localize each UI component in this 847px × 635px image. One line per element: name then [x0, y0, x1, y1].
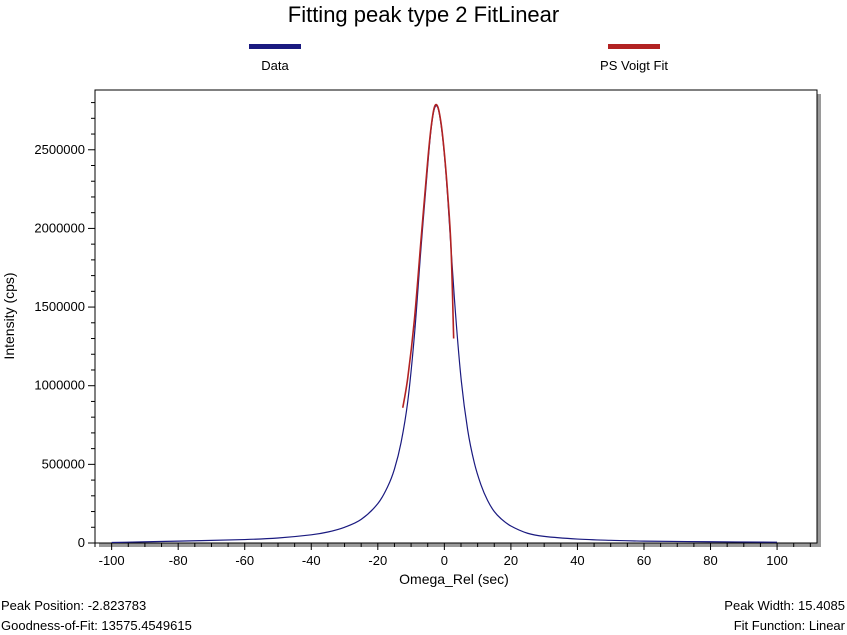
legend-label-ps-voigt-fit: PS Voigt Fit — [600, 58, 668, 73]
y-tick-label: 2000000 — [34, 220, 85, 235]
y-tick-label: 0 — [78, 535, 85, 550]
x-tick-label: 100 — [766, 553, 788, 568]
legend-item-data: Data — [195, 40, 355, 73]
x-tick-label: 20 — [504, 553, 518, 568]
fit-function-readout: Fit Function: Linear — [733, 618, 845, 633]
peak-width-readout: Peak Width: 15.4085 — [724, 598, 845, 613]
y-tick-label: 1500000 — [34, 299, 85, 314]
legend-item-ps-voigt-fit: PS Voigt Fit — [554, 40, 714, 73]
x-tick-label: -40 — [302, 553, 321, 568]
x-tick-label: -20 — [368, 553, 387, 568]
x-tick-label: 0 — [441, 553, 448, 568]
x-tick-label: 40 — [570, 553, 584, 568]
y-tick-label: 2500000 — [34, 142, 85, 157]
peak-position-readout: Peak Position: -2.823783 — [1, 598, 147, 613]
x-tick-label: -100 — [99, 553, 125, 568]
goodness-of-fit-readout: Goodness-of-Fit: 13575.4549615 — [1, 618, 192, 633]
x-axis-label: Omega_Rel (sec) — [399, 571, 509, 587]
x-tick-label: 80 — [703, 553, 717, 568]
x-tick-label: -60 — [235, 553, 254, 568]
series-line-ps-voigt-fit — [401, 103, 455, 408]
y-tick-label: 500000 — [42, 456, 85, 471]
legend-label-data: Data — [261, 58, 289, 73]
y-tick-label: 1000000 — [34, 378, 85, 393]
legend-swatch-ps-voigt-fit — [608, 44, 660, 49]
x-tick-label: 60 — [637, 553, 651, 568]
plot-area: -100 -80 -60 -40 -20 0 20 40 60 80 100 0 500000 10000… — [1, 89, 821, 587]
chart-title: Fitting peak type 2 FitLinear — [287, 2, 560, 27]
y-axis-label: Intensity (cps) — [1, 272, 17, 359]
x-tick-label: -80 — [169, 553, 188, 568]
legend-swatch-data — [249, 44, 301, 49]
